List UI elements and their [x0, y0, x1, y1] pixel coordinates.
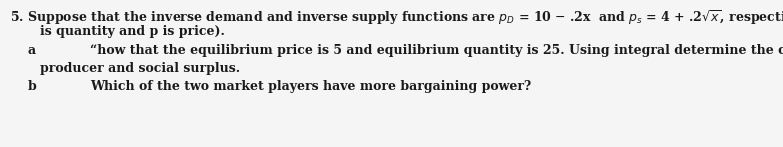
Text: Which of the two market players have more bargaining power?: Which of the two market players have mor… — [90, 80, 531, 93]
Text: is quantity and p is price).: is quantity and p is price). — [40, 25, 225, 38]
Text: “how that the equilibrium price is 5 and equilibrium quantity is 25. Using integ: “how that the equilibrium price is 5 and… — [90, 44, 783, 57]
Text: producer and social surplus.: producer and social surplus. — [40, 62, 240, 75]
Text: 5. Suppose that the inverse demand and inverse supply functions are $p_D$ = 10 $: 5. Suppose that the inverse demand and i… — [10, 8, 783, 27]
Text: b: b — [28, 80, 37, 93]
Text: a: a — [28, 44, 36, 57]
